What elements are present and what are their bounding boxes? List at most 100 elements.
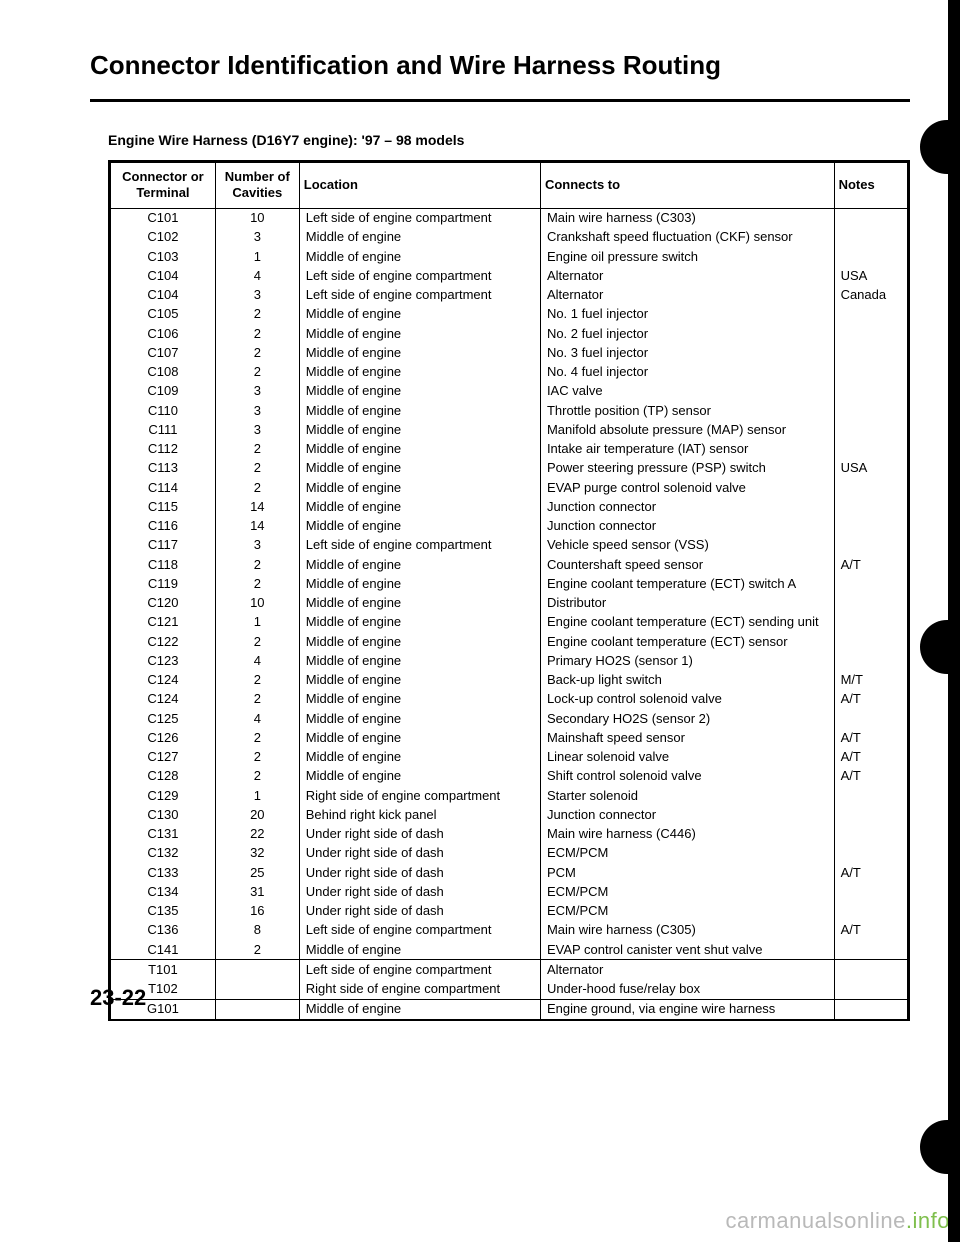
- table-row: C1142Middle of engineEVAP purge control …: [111, 478, 908, 497]
- table-row: C13431Under right side of dashECM/PCM: [111, 882, 908, 901]
- cell-cavities: 4: [215, 651, 299, 670]
- table-row: C1113Middle of engineManifold absolute p…: [111, 420, 908, 439]
- cell-connects: ECM/PCM: [540, 882, 834, 901]
- cell-location: Under right side of dash: [299, 863, 540, 882]
- table-row: C1132Middle of enginePower steering pres…: [111, 459, 908, 478]
- cell-connects: Intake air temperature (IAT) sensor: [540, 440, 834, 459]
- table-row: C1052Middle of engineNo. 1 fuel injector: [111, 305, 908, 324]
- cell-notes: USA: [834, 266, 907, 285]
- cell-notes: A/T: [834, 690, 907, 709]
- table-row: C12010Middle of engineDistributor: [111, 594, 908, 613]
- cell-notes: [834, 882, 907, 901]
- cell-connects: Main wire harness (C305): [540, 921, 834, 940]
- cell-notes: A/T: [834, 555, 907, 574]
- cell-location: Under right side of dash: [299, 882, 540, 901]
- cell-location: Middle of engine: [299, 305, 540, 324]
- cell-connector: C124: [111, 671, 216, 690]
- table-row: C1072Middle of engineNo. 3 fuel injector: [111, 343, 908, 362]
- cell-connector: C120: [111, 594, 216, 613]
- cell-notes: [834, 574, 907, 593]
- cell-notes: [834, 651, 907, 670]
- cell-location: Middle of engine: [299, 728, 540, 747]
- watermark: carmanualsonline.info: [725, 1208, 950, 1234]
- cell-connects: Primary HO2S (sensor 1): [540, 651, 834, 670]
- cell-location: Middle of engine: [299, 632, 540, 651]
- table-row: C13122Under right side of dashMain wire …: [111, 825, 908, 844]
- cell-connector: C121: [111, 613, 216, 632]
- cell-connector: C107: [111, 343, 216, 362]
- cell-connector: C106: [111, 324, 216, 343]
- col-connects: Connects to: [540, 163, 834, 209]
- cell-connects: Main wire harness (C303): [540, 208, 834, 228]
- cell-connector: C125: [111, 709, 216, 728]
- cell-cavities: 1: [215, 786, 299, 805]
- cell-connects: Shift control solenoid valve: [540, 767, 834, 786]
- cell-notes: [834, 805, 907, 824]
- col-notes: Notes: [834, 163, 907, 209]
- table-row: C1272Middle of engineLinear solenoid val…: [111, 748, 908, 767]
- cell-connects: Distributor: [540, 594, 834, 613]
- cell-cavities: 2: [215, 671, 299, 690]
- cell-connector: C104: [111, 266, 216, 285]
- cell-notes: [834, 940, 907, 960]
- cell-cavities: 1: [215, 613, 299, 632]
- cell-notes: [834, 960, 907, 980]
- cell-connects: Main wire harness (C446): [540, 825, 834, 844]
- cell-location: Left side of engine compartment: [299, 266, 540, 285]
- cell-connects: Countershaft speed sensor: [540, 555, 834, 574]
- cell-location: Middle of engine: [299, 363, 540, 382]
- cell-notes: [834, 844, 907, 863]
- cell-connector: C136: [111, 921, 216, 940]
- cell-location: Middle of engine: [299, 228, 540, 247]
- cell-connector: C111: [111, 420, 216, 439]
- table-row: T101Left side of engine compartmentAlter…: [111, 960, 908, 980]
- cell-location: Left side of engine compartment: [299, 921, 540, 940]
- cell-cavities: 3: [215, 420, 299, 439]
- cell-connector: C114: [111, 478, 216, 497]
- cell-cavities: 3: [215, 536, 299, 555]
- cell-connector: C132: [111, 844, 216, 863]
- table-row: C1031Middle of engineEngine oil pressure…: [111, 247, 908, 266]
- table-row: C1044Left side of engine compartmentAlte…: [111, 266, 908, 285]
- cell-location: Middle of engine: [299, 382, 540, 401]
- table-row: G101Middle of engineEngine ground, via e…: [111, 999, 908, 1019]
- cell-cavities: 4: [215, 266, 299, 285]
- cell-cavities: 2: [215, 478, 299, 497]
- cell-cavities: 10: [215, 594, 299, 613]
- table-row: C1182Middle of engineCountershaft speed …: [111, 555, 908, 574]
- table-row: C1262Middle of engineMainshaft speed sen…: [111, 728, 908, 747]
- cell-connector: C118: [111, 555, 216, 574]
- cell-cavities: 3: [215, 401, 299, 420]
- page-title: Connector Identification and Wire Harnes…: [90, 50, 910, 81]
- table-row: C1093Middle of engineIAC valve: [111, 382, 908, 401]
- cell-notes: [834, 363, 907, 382]
- cell-cavities: 2: [215, 690, 299, 709]
- cell-notes: [834, 247, 907, 266]
- cell-connects: Alternator: [540, 266, 834, 285]
- cell-notes: A/T: [834, 863, 907, 882]
- table-row: T102Right side of engine compartmentUnde…: [111, 980, 908, 1000]
- cell-connector: C116: [111, 517, 216, 536]
- cell-connector: C109: [111, 382, 216, 401]
- cell-location: Middle of engine: [299, 459, 540, 478]
- connector-table: Connector or Terminal Number of Cavities…: [110, 162, 908, 1019]
- cell-notes: [834, 440, 907, 459]
- col-connector: Connector or Terminal: [111, 163, 216, 209]
- cell-notes: [834, 632, 907, 651]
- cell-connector: C108: [111, 363, 216, 382]
- cell-connects: PCM: [540, 863, 834, 882]
- cell-location: Middle of engine: [299, 324, 540, 343]
- cell-location: Middle of engine: [299, 999, 540, 1019]
- cell-cavities: 2: [215, 324, 299, 343]
- cell-location: Under right side of dash: [299, 844, 540, 863]
- cell-notes: [834, 980, 907, 1000]
- cell-location: Middle of engine: [299, 574, 540, 593]
- cell-location: Middle of engine: [299, 420, 540, 439]
- cell-location: Middle of engine: [299, 940, 540, 960]
- table-row: C1082Middle of engineNo. 4 fuel injector: [111, 363, 908, 382]
- cell-location: Right side of engine compartment: [299, 980, 540, 1000]
- cell-notes: [834, 902, 907, 921]
- cell-location: Middle of engine: [299, 478, 540, 497]
- cell-location: Left side of engine compartment: [299, 960, 540, 980]
- cell-cavities: [215, 999, 299, 1019]
